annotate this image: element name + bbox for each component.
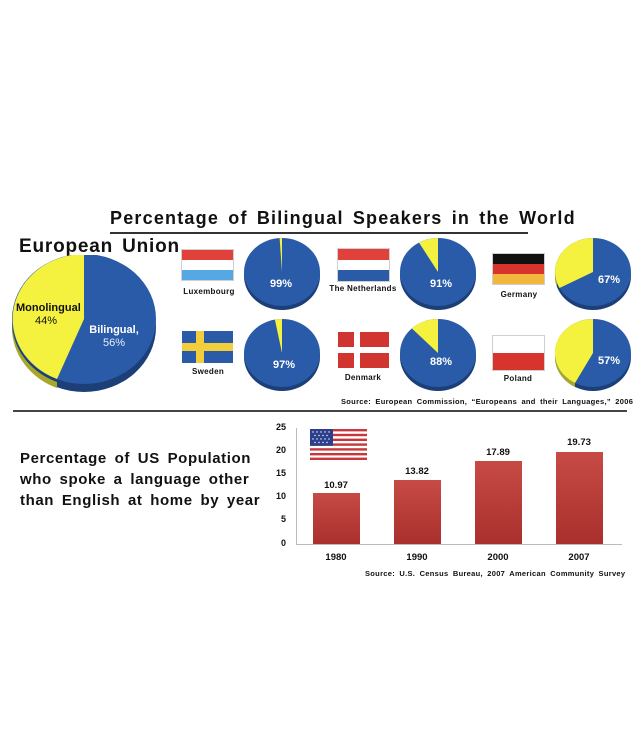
- country-label-sweden: Sweden: [191, 367, 225, 376]
- denmark-flag-icon: [338, 332, 389, 368]
- germany-pie-chart: [554, 238, 631, 310]
- y-tick-25: 25: [275, 422, 286, 432]
- bar-2000: [475, 461, 522, 544]
- x-label-1990: 1990: [406, 552, 428, 563]
- us-title-line-1: Percentage of US Population: [20, 450, 252, 467]
- x-label-1980: 1980: [325, 552, 347, 563]
- eu-monolingual-label: Monolingual 44%: [16, 302, 81, 328]
- germany-value: 67%: [598, 274, 621, 286]
- denmark-value: 88%: [430, 356, 453, 368]
- y-tick-0: 0: [280, 538, 286, 548]
- monolingual-text: Monolingual: [16, 302, 81, 314]
- netherlands-value: 91%: [430, 278, 453, 290]
- netherlands-flag-icon: [338, 249, 389, 281]
- country-label-luxembourg: Luxembourg: [183, 287, 235, 296]
- eu-source: Source: European Commission, “Europeans …: [341, 397, 634, 406]
- luxembourg-value: 99%: [270, 278, 293, 290]
- y-tick-20: 20: [275, 445, 286, 455]
- sweden-value: 97%: [273, 359, 296, 371]
- y-tick-10: 10: [275, 491, 286, 501]
- poland-pie-chart: [554, 318, 631, 391]
- bilingual-value: 56%: [102, 337, 126, 349]
- section-divider: [13, 410, 627, 412]
- x-label-2000: 2000: [487, 552, 509, 563]
- bar-value-1990: 13.82: [405, 466, 429, 477]
- bar-value-2000: 17.89: [486, 447, 510, 458]
- country-label-netherlands: The Netherlands: [329, 284, 397, 293]
- germany-flag-icon: [493, 254, 544, 284]
- country-label-poland: Poland: [503, 374, 533, 383]
- country-label-germany: Germany: [500, 290, 538, 299]
- us-chart-title: Percentage of US Population who spoke a …: [20, 448, 260, 511]
- title-underline: [110, 232, 528, 234]
- bar-1980: [313, 493, 360, 544]
- luxembourg-pie-chart: [244, 238, 320, 310]
- main-title: Percentage of Bilingual Speakers in the …: [110, 208, 576, 228]
- denmark-pie-chart: [400, 319, 476, 391]
- us-source: Source: U.S. Census Bureau, 2007 America…: [365, 569, 626, 578]
- bar-1990: [394, 480, 441, 544]
- us-title-line-2: who spoke a language other: [20, 471, 250, 488]
- eu-bilingual-label: Bilingual, 56%: [86, 324, 142, 350]
- bilingual-text: Bilingual,: [89, 324, 139, 336]
- eu-title: European Union: [19, 236, 180, 257]
- bar-2007: [556, 452, 603, 544]
- us-flag-icon: [310, 429, 367, 460]
- monolingual-value: 44%: [34, 315, 58, 327]
- y-tick-15: 15: [275, 468, 286, 478]
- netherlands-pie-chart: [400, 238, 476, 310]
- eu-pie-chart: [11, 255, 156, 392]
- us-title-line-3: than English at home by year: [20, 492, 261, 509]
- poland-flag-icon: [493, 336, 544, 370]
- eu-monolingual-slice: [12, 255, 84, 379]
- y-axis-line: [296, 428, 297, 545]
- x-label-2007: 2007: [568, 552, 590, 563]
- x-axis-line: [296, 544, 622, 545]
- sweden-flag-icon: [182, 331, 233, 363]
- poland-value: 57%: [598, 355, 621, 367]
- sweden-pie-chart: [244, 319, 320, 391]
- bar-value-1980: 10.97: [324, 480, 348, 491]
- country-label-denmark: Denmark: [344, 373, 382, 382]
- luxembourg-flag-icon: [182, 250, 233, 280]
- bar-value-2007: 19.73: [567, 437, 591, 448]
- y-tick-5: 5: [280, 514, 286, 524]
